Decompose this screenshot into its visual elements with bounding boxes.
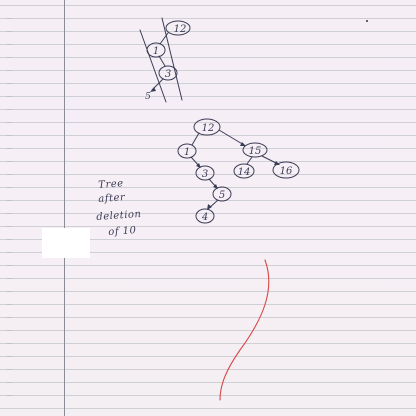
node-14 [233, 163, 255, 179]
top-node-3 [158, 65, 178, 81]
caption-line-1: Tree [98, 178, 125, 191]
caption-line-4: of 10 [108, 225, 137, 238]
label-15: 15 [249, 146, 262, 157]
caption-line-2: after [98, 192, 126, 205]
top-node-12 [165, 20, 191, 36]
node-15 [242, 142, 268, 158]
white-patch [42, 228, 90, 258]
node-5 [212, 186, 232, 202]
node-4 [195, 208, 215, 224]
arrowhead-3-5 [213, 184, 218, 189]
arrowhead-5-4 [207, 204, 212, 210]
arrowhead-12-15 [240, 142, 246, 146]
margin-line [64, 0, 65, 416]
node-3 [195, 165, 215, 181]
top-label-1: 1 [153, 46, 159, 57]
edge-12-15 [218, 129, 245, 146]
label-1: 1 [184, 147, 190, 158]
sketch-line-right [161, 17, 183, 101]
arrowhead-top-3-5 [150, 87, 156, 92]
arrowhead-15-16 [274, 161, 280, 165]
top-node-1 [146, 42, 166, 58]
sketch-line-left [139, 29, 167, 103]
top-label-12: 12 [174, 24, 187, 35]
label-14: 14 [238, 167, 251, 178]
arrowhead-1-3 [196, 163, 201, 168]
node-12 [193, 118, 221, 136]
label-12: 12 [202, 123, 215, 134]
label-5: 5 [219, 190, 225, 201]
top-edge-1-3 [158, 55, 166, 67]
top-label-3: 3 [165, 69, 171, 80]
top-label-5: 5 [145, 92, 151, 102]
page-edge-marks [6, 18, 12, 398]
ink-dot [366, 20, 368, 22]
top-edge-12-1 [159, 32, 169, 45]
label-4: 4 [201, 212, 208, 223]
label-3: 3 [202, 169, 208, 180]
node-16 [272, 161, 300, 179]
edge-12-1 [191, 132, 200, 146]
label-16: 16 [280, 166, 293, 177]
node-1 [177, 143, 197, 159]
red-ink-stroke [219, 259, 270, 401]
edge-15-14 [246, 156, 253, 165]
